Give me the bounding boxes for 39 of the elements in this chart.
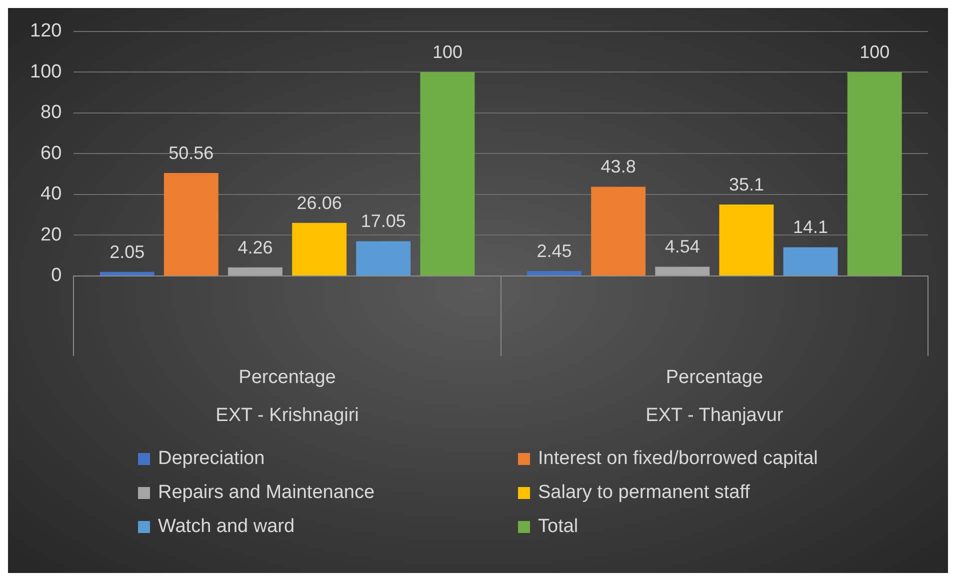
legend-label: Interest on fixed/borrowed capital <box>538 448 818 470</box>
bar <box>292 222 347 276</box>
data-label: 100 <box>860 42 890 62</box>
legend-label: Repairs and Maintenance <box>158 482 375 504</box>
data-label: 100 <box>432 42 462 62</box>
bar <box>655 266 710 276</box>
y-tick-label: 0 <box>51 265 62 286</box>
data-label: 26.06 <box>296 192 342 213</box>
y-tick-label: 120 <box>30 20 62 42</box>
y-tick-label: 20 <box>40 224 62 246</box>
bar <box>591 186 646 276</box>
bar <box>164 172 218 276</box>
bar <box>847 72 902 276</box>
data-label: 50.56 <box>168 142 214 163</box>
bar <box>100 272 154 276</box>
x-tick-label: Percentage EXT - Thanjavur <box>646 367 784 426</box>
data-label: 2.45 <box>536 240 572 261</box>
data-label: 35.1 <box>728 174 764 194</box>
legend-label: Total <box>538 516 578 538</box>
legend-label: Watch and ward <box>158 516 295 538</box>
bar <box>527 271 582 276</box>
data-label: 4.54 <box>664 236 700 257</box>
legend-label: Depreciation <box>158 448 265 470</box>
bar <box>719 204 774 276</box>
data-label: 17.05 <box>360 211 406 232</box>
bar <box>783 247 838 276</box>
y-tick-label: 80 <box>40 102 62 124</box>
y-tick-label: 100 <box>30 61 62 82</box>
bar <box>356 241 411 276</box>
x-tick-label: Percentage EXT - Krishnagiri <box>216 367 359 426</box>
bar <box>228 267 282 276</box>
data-label: 2.05 <box>110 242 145 262</box>
data-label: 14.1 <box>793 217 828 238</box>
y-tick-label: 60 <box>40 142 62 164</box>
y-tick-label: 40 <box>40 184 62 205</box>
bar <box>420 72 475 276</box>
data-label: 4.26 <box>238 237 273 258</box>
data-label: 43.8 <box>600 156 636 177</box>
legend-label: Salary to permanent staff <box>538 482 750 504</box>
